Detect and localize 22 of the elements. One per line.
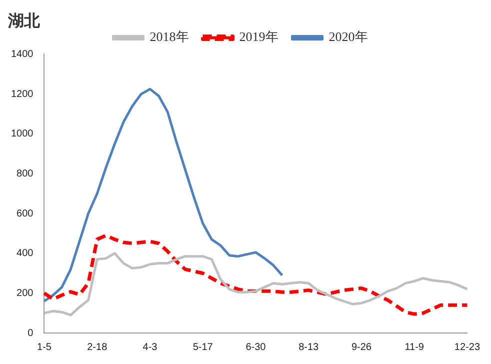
legend-label: 2018年 bbox=[150, 29, 189, 44]
y-tick-label: 1400 bbox=[10, 48, 34, 60]
x-tick-label: 2-18 bbox=[87, 342, 108, 353]
x-tick-label: 9-26 bbox=[351, 342, 372, 353]
x-tick-label: 6-30 bbox=[246, 342, 266, 353]
y-tick-label: 0 bbox=[28, 328, 34, 339]
y-tick-label: 600 bbox=[16, 208, 34, 220]
x-tick-label: 8-13 bbox=[298, 342, 320, 353]
x-tick-label: 1-5 bbox=[37, 342, 52, 353]
y-tick-label: 200 bbox=[16, 288, 34, 299]
line-series bbox=[42, 234, 469, 316]
x-tick-label: 5-17 bbox=[192, 342, 214, 353]
y-tick-label: 800 bbox=[16, 168, 34, 180]
y-tick-label: 1000 bbox=[10, 128, 34, 140]
x-tick-label: 11-9 bbox=[404, 342, 424, 353]
chart-title: 湖北 bbox=[7, 10, 41, 30]
legend-label: 2019年 bbox=[239, 29, 278, 44]
x-tick-label: 12-23 bbox=[454, 342, 480, 353]
y-tick-label: 400 bbox=[16, 248, 34, 260]
x-tick-label: 4-3 bbox=[142, 342, 158, 353]
y-tick-label: 1200 bbox=[10, 88, 34, 100]
legend-label: 2020年 bbox=[328, 29, 368, 44]
